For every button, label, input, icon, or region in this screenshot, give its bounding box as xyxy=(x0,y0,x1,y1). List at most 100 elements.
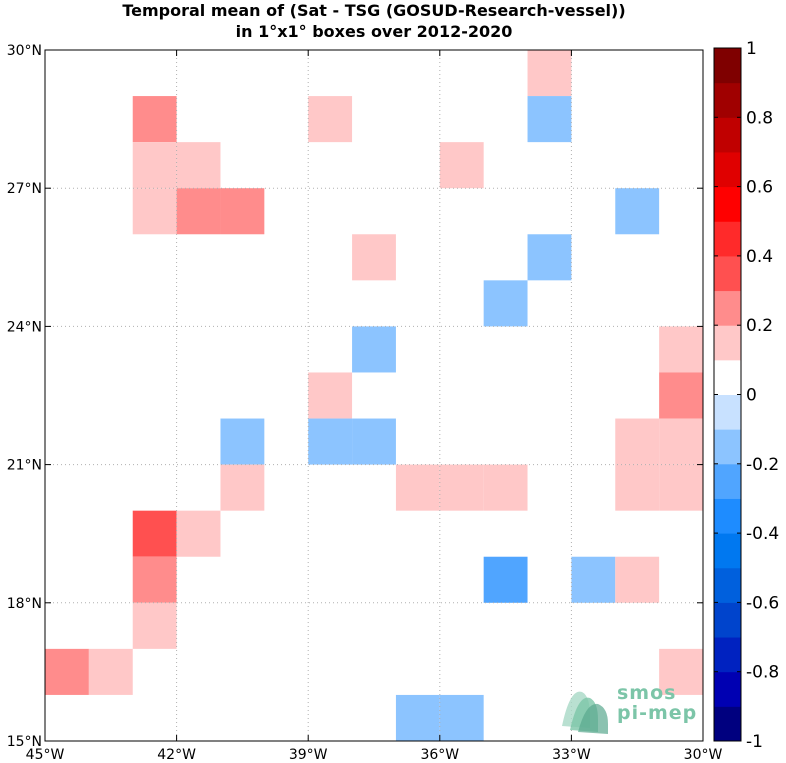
grid-lines xyxy=(45,50,703,741)
colorbar-segment xyxy=(714,637,741,673)
colorbar-segment xyxy=(714,429,741,465)
data-cell xyxy=(176,188,221,235)
data-cell xyxy=(483,556,528,603)
data-cell xyxy=(659,372,703,419)
y-tick-label: 27°N xyxy=(7,181,42,197)
colorbar-tick-label: 0.8 xyxy=(746,108,773,128)
colorbar-tick-label: 0.6 xyxy=(746,178,773,198)
map-title: Temporal mean of (Sat - TSG (GOSUD-Resea… xyxy=(45,0,703,42)
colorbar-segment xyxy=(714,394,741,430)
colorbar-tick-label: 0.4 xyxy=(746,247,773,267)
smos-pi-mep-logo: smos pi-mep xyxy=(560,682,700,734)
data-cell xyxy=(132,188,177,235)
colorbar-segment xyxy=(714,602,741,638)
x-tick-label: 42°W xyxy=(157,747,196,763)
data-cells xyxy=(45,50,703,741)
data-cell xyxy=(571,556,616,603)
logo-text-pi-mep: pi-mep xyxy=(617,702,698,724)
data-cell xyxy=(439,464,484,511)
data-cell xyxy=(132,96,177,143)
data-cell xyxy=(483,280,528,327)
colorbar-segment xyxy=(714,117,741,153)
y-axis-labels: 15°N 18°N 21°N 24°N 27°N 30°N xyxy=(7,43,42,750)
data-cell xyxy=(659,464,703,511)
plot-frame xyxy=(44,49,704,742)
x-axis-labels: 45°W 42°W 39°W 36°W 33°W 30°W xyxy=(26,747,723,763)
colorbar-segment xyxy=(714,671,741,707)
data-cell xyxy=(308,418,353,465)
data-cell xyxy=(659,326,703,373)
data-cell xyxy=(308,372,353,419)
colorbar-tick-label: -0.6 xyxy=(746,593,779,613)
colorbar-segment xyxy=(714,359,741,395)
colorbar-tick-label: 0.2 xyxy=(746,316,773,336)
colorbar-segment xyxy=(714,186,741,222)
data-cell xyxy=(483,464,528,511)
data-cell xyxy=(659,418,703,465)
data-cell xyxy=(395,464,440,511)
data-cell xyxy=(45,648,89,695)
data-cell xyxy=(527,96,572,143)
data-cell xyxy=(88,648,133,695)
colorbar-segment xyxy=(714,463,741,499)
data-cell xyxy=(527,234,572,281)
colorbar xyxy=(713,47,742,742)
y-tick-label: 15°N xyxy=(7,734,42,750)
data-cell xyxy=(615,556,660,603)
x-tick-label: 36°W xyxy=(420,747,459,763)
data-cell xyxy=(439,142,484,189)
data-cell xyxy=(615,188,660,235)
y-tick-label: 21°N xyxy=(7,458,42,474)
data-cell xyxy=(395,694,440,741)
colorbar-segment xyxy=(714,706,741,742)
x-tick-label: 45°W xyxy=(26,747,65,763)
data-cell xyxy=(220,418,265,465)
y-tick-label: 30°N xyxy=(7,43,42,59)
data-cell xyxy=(132,510,177,557)
data-cell xyxy=(176,142,221,189)
colorbar-tick-label: 0 xyxy=(746,386,757,406)
data-cell xyxy=(220,188,265,235)
colorbar-tick-label: -0.2 xyxy=(746,455,779,475)
colorbar-segment xyxy=(714,255,741,292)
y-tick-label: 18°N xyxy=(7,596,42,612)
colorbar-tick-label: -0.4 xyxy=(746,524,779,544)
data-cell xyxy=(132,602,177,649)
y-tick-label: 24°N xyxy=(7,319,42,335)
data-cell xyxy=(308,96,353,143)
x-tick-label: 33°W xyxy=(552,747,591,763)
wave-logo-icon xyxy=(562,691,608,734)
colorbar-segment xyxy=(714,498,741,534)
title-line-1: Temporal mean of (Sat - TSG (GOSUD-Resea… xyxy=(122,1,626,20)
colorbar-segment xyxy=(714,533,741,569)
data-cell xyxy=(352,418,396,465)
colorbar-segment xyxy=(714,221,741,257)
colorbar-segment xyxy=(714,82,741,118)
colorbar-segment xyxy=(714,567,741,603)
axis-ticks xyxy=(44,49,704,742)
colorbar-tick-label: 1 xyxy=(746,39,757,59)
data-cell xyxy=(176,510,221,557)
data-cell xyxy=(132,556,177,603)
x-tick-label: 30°W xyxy=(684,747,723,763)
colorbar-tick-label: -0.8 xyxy=(746,663,779,683)
logo-text-smos: smos xyxy=(617,682,677,704)
title-line-2: in 1°x1° boxes over 2012-2020 xyxy=(235,22,513,41)
data-cell xyxy=(352,234,396,281)
data-cell xyxy=(659,648,703,695)
data-cell xyxy=(220,464,265,511)
data-cell xyxy=(527,50,572,97)
colorbar-tick-label: -1 xyxy=(746,732,763,752)
x-tick-label: 39°W xyxy=(289,747,328,763)
colorbar-labels: 1 0.8 0.6 0.4 0.2 0 -0.2 -0.4 -0.6 -0.8 -1 xyxy=(746,39,779,752)
colorbar-segment xyxy=(714,290,741,326)
colorbar-segment xyxy=(714,151,741,188)
data-cell xyxy=(615,464,660,511)
data-cell xyxy=(439,694,484,741)
data-cell xyxy=(132,142,177,189)
data-cell xyxy=(352,326,396,373)
data-cell xyxy=(615,418,660,465)
colorbar-segment xyxy=(714,325,741,361)
colorbar-segment xyxy=(714,48,741,84)
